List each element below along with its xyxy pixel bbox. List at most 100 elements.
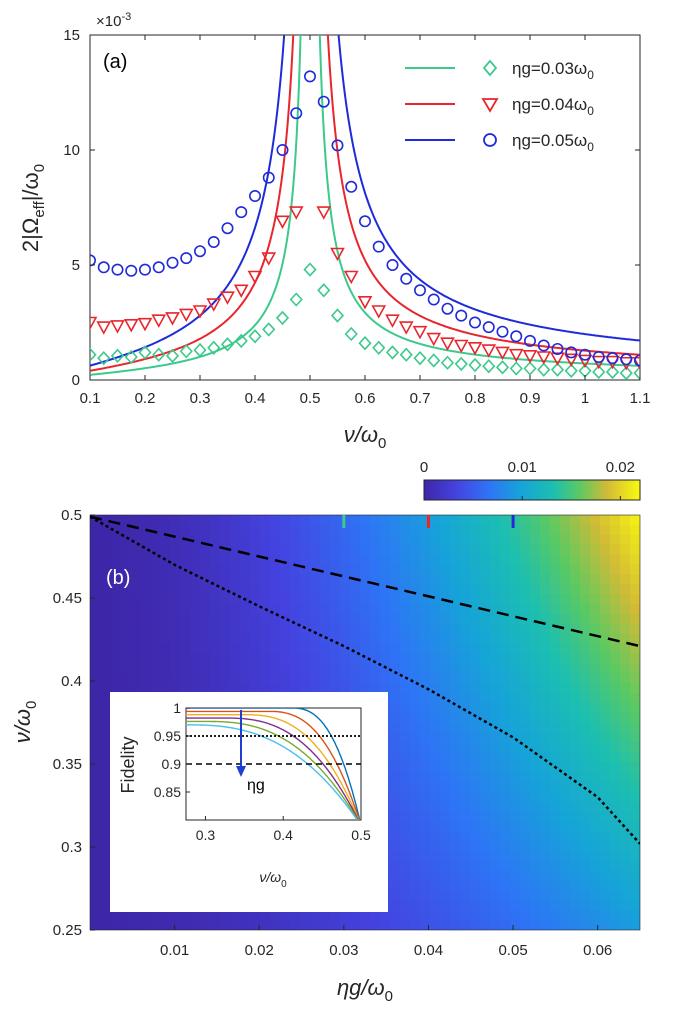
data-point-circle: [620, 353, 633, 366]
heatmap-cell: [240, 910, 251, 921]
heatmap-cell: [550, 544, 561, 556]
heatmap-cell: [310, 554, 321, 565]
heatmap-cell: [440, 890, 451, 901]
heatmap-cell: [220, 633, 231, 645]
heatmap-cell: [110, 613, 121, 625]
heatmap-cell: [270, 574, 281, 585]
heatmap-cell: [580, 821, 591, 832]
heatmap-cell: [510, 692, 521, 704]
heatmap-cell: [350, 613, 361, 625]
heatmap-cell: [490, 584, 501, 595]
heatmap-cell: [110, 574, 121, 585]
heatmap-cell: [100, 524, 111, 536]
heatmap-cell: [220, 623, 231, 635]
heatmap-cell: [620, 732, 631, 743]
heatmap-cell: [500, 870, 511, 882]
heatmap-cell: [90, 663, 101, 674]
heatmap-cell: [350, 643, 361, 654]
heatmap-cell: [460, 633, 471, 645]
heatmap-cell: [200, 564, 211, 575]
heatmap-cell: [570, 890, 581, 901]
heatmap-cell: [420, 870, 431, 882]
heatmap-cell: [590, 771, 601, 783]
heatmap-cell: [230, 524, 241, 536]
heatmap-cell: [410, 821, 421, 832]
heatmap-cell: [430, 702, 441, 714]
heatmap-cell: [240, 515, 251, 526]
heatmap-cell: [370, 623, 381, 635]
heatmap-cell: [480, 742, 491, 753]
heatmap-cell: [570, 643, 581, 654]
heatmap-cell: [450, 821, 461, 832]
heatmap-cell: [390, 663, 401, 674]
heatmap-cell: [460, 732, 471, 743]
heatmap-cell: [420, 860, 431, 872]
heatmap-cell: [150, 524, 161, 536]
heatmap-cell: [540, 880, 551, 892]
heatmap-cell: [300, 682, 311, 694]
heatmap-cell: [180, 574, 191, 585]
heatmap-cell: [310, 653, 321, 664]
heatmap-cell: [600, 811, 611, 822]
heatmap-cell: [630, 850, 640, 862]
heatmap-cell: [220, 564, 231, 575]
heatmap-cell: [350, 524, 361, 536]
heatmap-cell: [360, 643, 371, 654]
heatmap-cell: [570, 860, 581, 872]
heatmap-cell: [540, 534, 551, 546]
y-tick-label: 0.45: [53, 590, 82, 607]
data-point-circle: [262, 171, 275, 184]
heatmap-cell: [520, 643, 531, 654]
heatmap-cell: [410, 544, 421, 556]
data-point-triangle-down: [577, 354, 593, 369]
heatmap-cell: [390, 673, 401, 684]
heatmap-cell: [430, 732, 441, 743]
heatmap-cell: [610, 633, 621, 645]
x-tick-label: 0.1: [80, 390, 101, 407]
heatmap-cell: [390, 534, 401, 546]
heatmap-cell: [250, 663, 261, 674]
heatmap-cell: [480, 910, 491, 921]
x-tick-label: 0.8: [465, 390, 486, 407]
heatmap-cell: [630, 682, 640, 694]
heatmap-cell: [600, 663, 611, 674]
heatmap-cell: [570, 682, 581, 694]
heatmap-cell: [560, 682, 571, 694]
heatmap-cell: [540, 673, 551, 684]
heatmap-cell: [530, 860, 541, 872]
data-point-diamond: [317, 283, 331, 298]
heatmap-cell: [550, 584, 561, 595]
data-point-diamond: [330, 308, 345, 323]
heatmap-cell: [90, 712, 101, 724]
heatmap-cell: [500, 613, 511, 625]
heatmap-cell: [520, 781, 531, 793]
heatmap-cell: [390, 613, 401, 625]
panel-a-label: (a): [103, 51, 127, 73]
heatmap-cell: [130, 594, 141, 605]
heatmap-cell: [420, 554, 431, 565]
heatmap-cell: [250, 633, 261, 645]
heatmap-cell: [600, 732, 611, 743]
heatmap-cell: [390, 594, 401, 605]
heatmap-cell: [480, 752, 491, 763]
legend-marker-triangle: [481, 98, 499, 113]
heatmap-cell: [350, 910, 361, 921]
heatmap-cell: [400, 613, 411, 625]
heatmap-cell: [460, 811, 471, 822]
heatmap-cell: [560, 920, 571, 930]
heatmap-cell: [90, 613, 101, 625]
heatmap-cell: [480, 781, 491, 793]
heatmap-cell: [360, 673, 371, 684]
heatmap-cell: [590, 762, 601, 773]
heatmap-cell: [610, 900, 621, 911]
heatmap-cell: [440, 821, 451, 832]
heatmap-cell: [410, 692, 421, 704]
heatmap-cell: [550, 920, 561, 930]
heatmap-cell: [210, 515, 221, 526]
heatmap-cell: [580, 841, 591, 852]
heatmap-cell: [380, 643, 391, 654]
heatmap-cell: [430, 524, 441, 536]
heatmap-cell: [460, 603, 471, 615]
heatmap-cell: [510, 850, 521, 862]
heatmap-cell: [130, 554, 141, 565]
